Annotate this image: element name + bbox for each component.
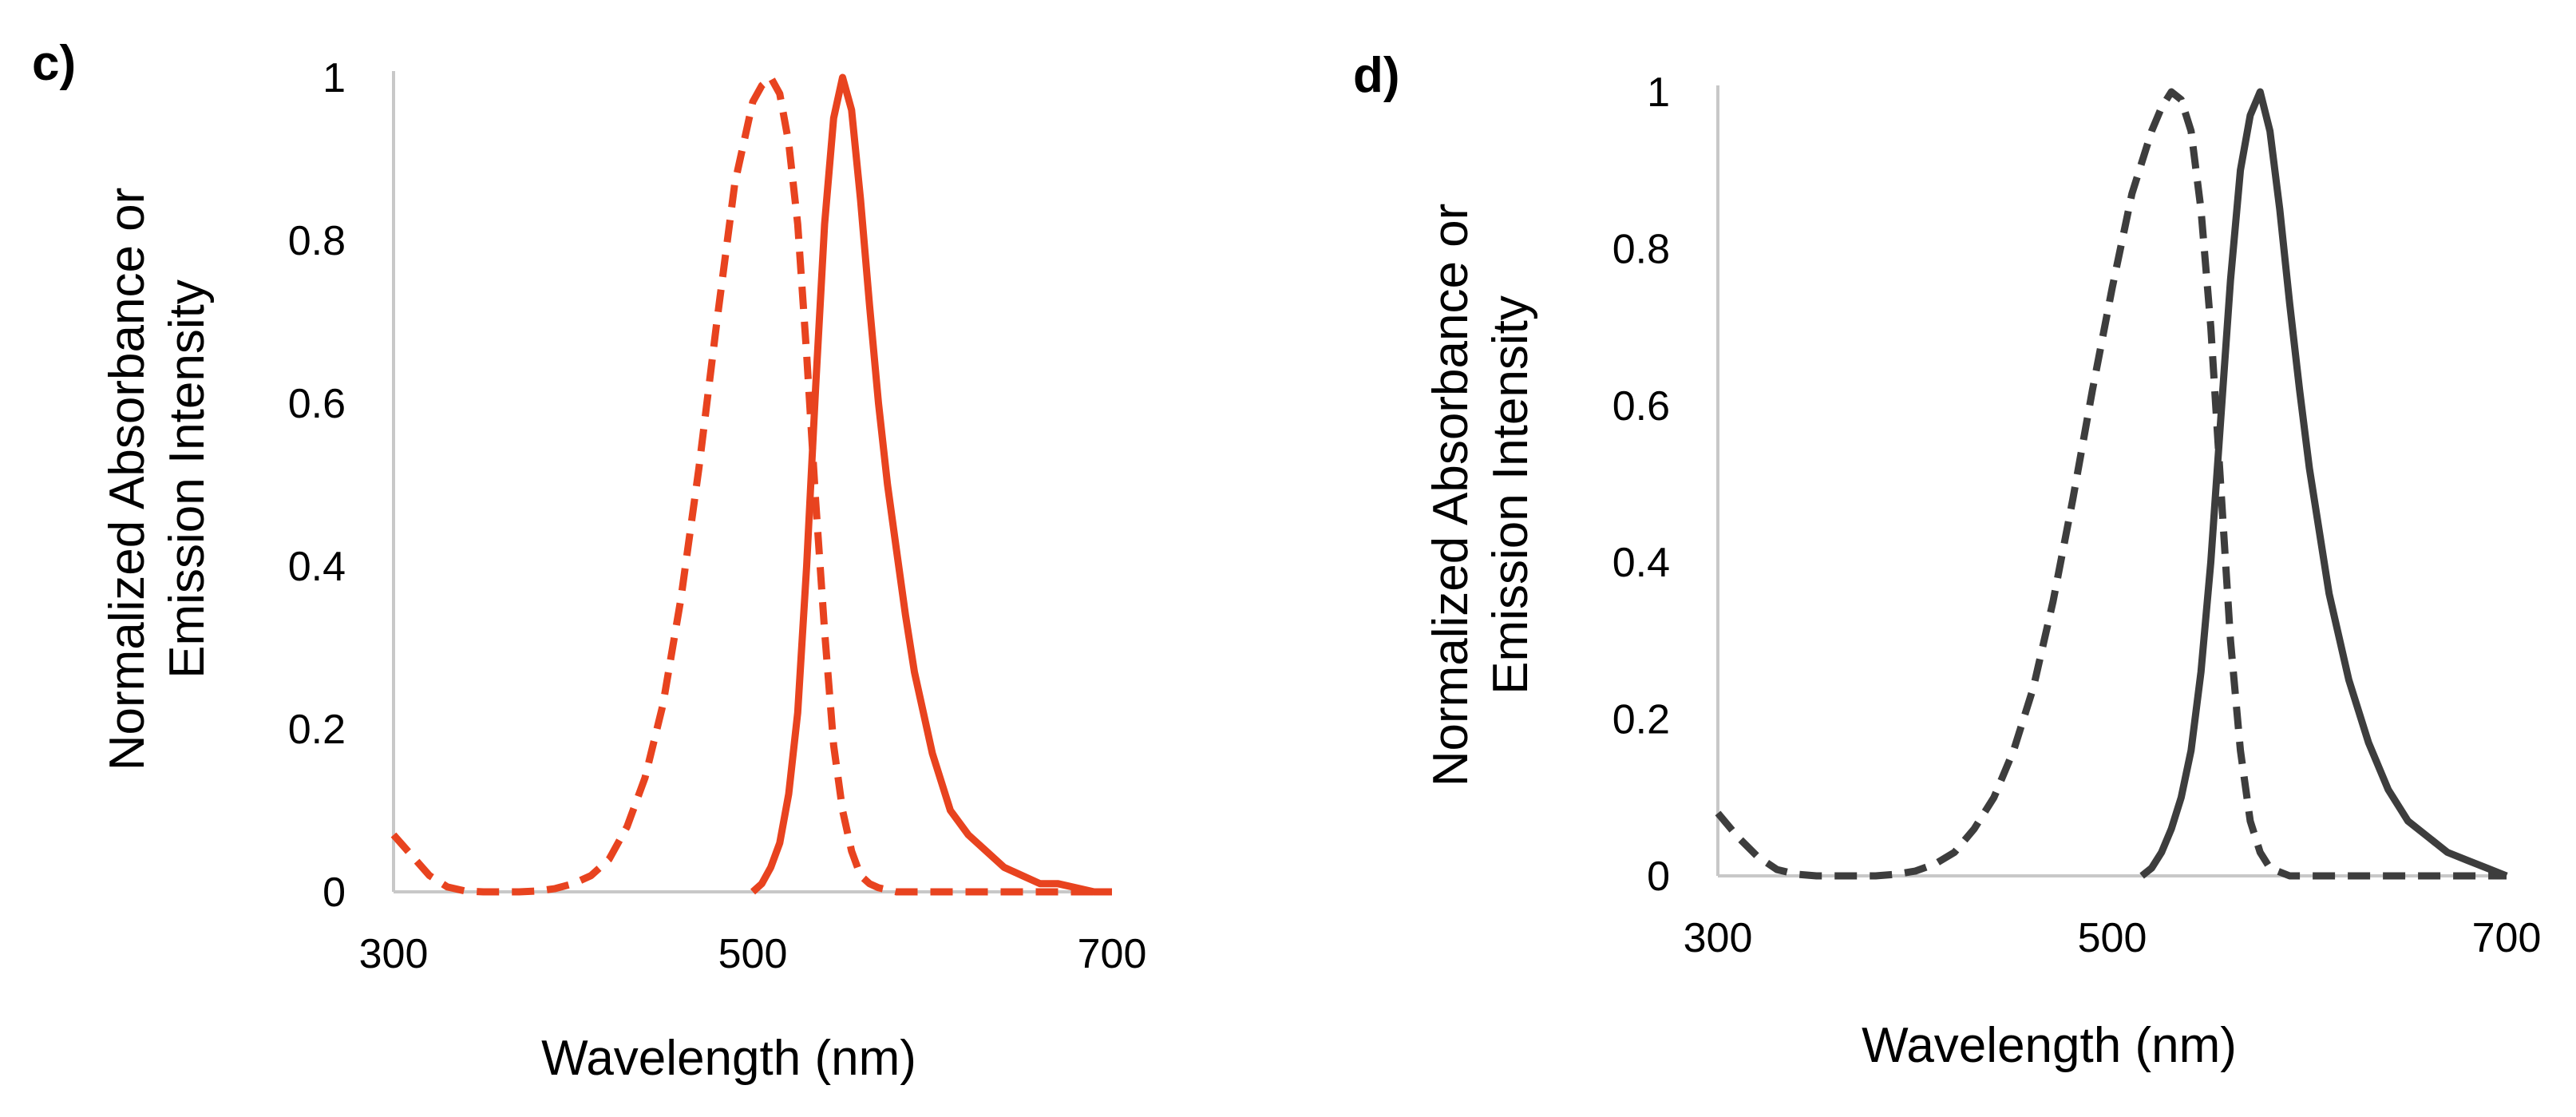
emission-line-c — [750, 73, 1112, 896]
y-tick-label-c: 0.2 — [288, 707, 346, 753]
x-tick-label-d: 700 — [2472, 915, 2542, 961]
y-axis-title-d-line1: Normalized Absorbance or — [1423, 204, 1478, 787]
y-tick-label-c: 0.4 — [288, 544, 346, 590]
plot-area-d: 0 0.2 0.4 0.6 0.8 1 300 500 700 — [1612, 69, 2542, 961]
y-tick-label-d: 1 — [1647, 69, 1670, 116]
y-tick-label-c: 1 — [322, 55, 346, 101]
y-axis-title-c-line2: Emission Intensity — [160, 279, 215, 679]
panel-label-d: d) — [1353, 48, 1400, 103]
y-tick-label-c: 0.8 — [288, 218, 346, 264]
x-axis-title-d: Wavelength (nm) — [1862, 1018, 2237, 1073]
x-tick-label-c: 700 — [1078, 931, 1147, 977]
emission-line-d — [2139, 88, 2508, 880]
x-axis-title-c: Wavelength (nm) — [541, 1031, 916, 1086]
x-tick-label-c: 300 — [359, 931, 429, 977]
absorbance-line-c — [390, 73, 1112, 896]
y-tick-label-c: 0.6 — [288, 381, 346, 427]
y-tick-label-d: 0.4 — [1612, 540, 1670, 586]
panel-label-c: c) — [32, 36, 76, 91]
y-axis-title-c-line1: Normalized Absorbance or — [100, 188, 155, 771]
x-tick-label-c: 500 — [718, 931, 788, 977]
panel-c: c) Normalized Absorbance or Emission Int… — [32, 36, 1146, 1086]
y-tick-label-d: 0.8 — [1612, 226, 1670, 272]
y-tick-label-d: 0.2 — [1612, 697, 1670, 743]
plot-area-c: 0 0.2 0.4 0.6 0.8 1 300 500 700 — [288, 55, 1147, 977]
y-tick-label-d: 0 — [1647, 854, 1670, 900]
x-tick-label-d: 300 — [1684, 915, 1753, 961]
y-tick-label-d: 0.6 — [1612, 383, 1670, 430]
panel-d: d) Normalized Absorbance or Emission Int… — [1353, 48, 2541, 1073]
y-tick-label-c: 0 — [322, 869, 346, 916]
y-axis-title-d-line2: Emission Intensity — [1483, 295, 1538, 695]
absorbance-line-d — [1715, 88, 2507, 880]
x-tick-label-d: 500 — [2078, 915, 2147, 961]
